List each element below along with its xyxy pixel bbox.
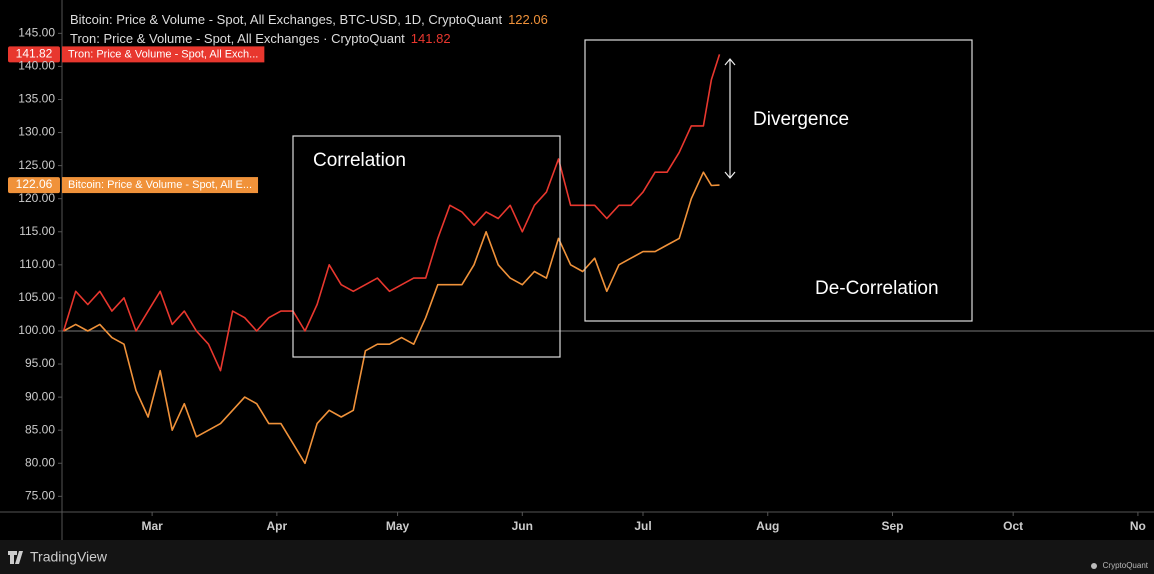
- legend-value: 141.82: [411, 31, 451, 46]
- legend-label: Bitcoin: Price & Volume - Spot, All Exch…: [70, 12, 502, 27]
- y-tick-label: 85.00: [25, 422, 55, 436]
- footer-bar: [0, 540, 1154, 574]
- x-tick-label: Mar: [141, 519, 163, 533]
- price-badge-label: 141.82: [16, 47, 53, 61]
- series-tag-label: Bitcoin: Price & Volume - Spot, All E...: [68, 179, 252, 191]
- price-badge: [8, 177, 60, 194]
- x-tick-label: Apr: [267, 519, 288, 533]
- y-tick-label: 120.00: [18, 191, 55, 205]
- legend-value: 122.06: [508, 12, 548, 27]
- series-line: [62, 54, 721, 372]
- price-badge-label: 122.06: [16, 177, 53, 191]
- series-tag-label: Tron: Price & Volume - Spot, All Exch...: [68, 48, 258, 60]
- badges: 122.06 Bitcoin: Price & Volume - Spot, Al…: [8, 46, 265, 194]
- price-badge: [8, 46, 60, 63]
- y-tick-label: 105.00: [18, 290, 55, 304]
- x-tick-label: Aug: [756, 519, 779, 533]
- annotation: Divergence: [753, 109, 849, 130]
- legend-label: Tron: Price & Volume - Spot, All Exchang…: [70, 31, 405, 46]
- watermark-icon: [1091, 563, 1097, 569]
- x-tick-label: Sep: [881, 519, 903, 533]
- x-tick-label: Jul: [634, 519, 651, 533]
- y-tick-label: 135.00: [18, 92, 55, 106]
- x-tick-label: Oct: [1003, 519, 1023, 533]
- y-tick-label: 115.00: [19, 224, 55, 238]
- y-tick-label: 110.00: [19, 257, 55, 271]
- y-tick-label: 145.00: [18, 26, 55, 40]
- y-tick-label: 130.00: [18, 125, 55, 139]
- y-tick-label: 100.00: [18, 323, 55, 337]
- divergence-arrow: [724, 58, 736, 179]
- decorrelation-box: [584, 39, 973, 322]
- x-tick-label: May: [386, 519, 410, 533]
- y-tick-label: 75.00: [25, 488, 55, 502]
- legend: Tron: Price & Volume - Spot, All Exchang…: [70, 31, 451, 46]
- tradingview-logo: TradingView: [8, 549, 108, 565]
- x-tick-label: No: [1130, 519, 1146, 533]
- y-tick-label: 90.00: [25, 389, 55, 403]
- watermark: CryptoQuant: [1103, 561, 1149, 570]
- y-tick-label: 80.00: [25, 455, 55, 469]
- y-tick-label: 140.00: [18, 59, 55, 73]
- annotation: Correlation: [313, 150, 406, 171]
- x-tick-label: Jun: [512, 519, 533, 533]
- legend: Bitcoin: Price & Volume - Spot, All Exch…: [70, 12, 548, 27]
- y-tick-label: 125.00: [18, 158, 55, 172]
- brand: TradingView: [30, 549, 108, 565]
- series-tag: [62, 177, 259, 194]
- series-line: [63, 171, 720, 465]
- y-tick-label: 95.00: [25, 356, 55, 370]
- plot: [62, 54, 1154, 465]
- series-tag: [62, 46, 265, 63]
- correlation-box: [292, 135, 561, 358]
- annotation: De-Correlation: [815, 278, 939, 299]
